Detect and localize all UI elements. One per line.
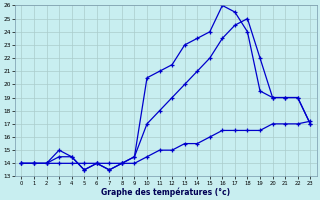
- X-axis label: Graphe des températures (°c): Graphe des températures (°c): [101, 187, 230, 197]
